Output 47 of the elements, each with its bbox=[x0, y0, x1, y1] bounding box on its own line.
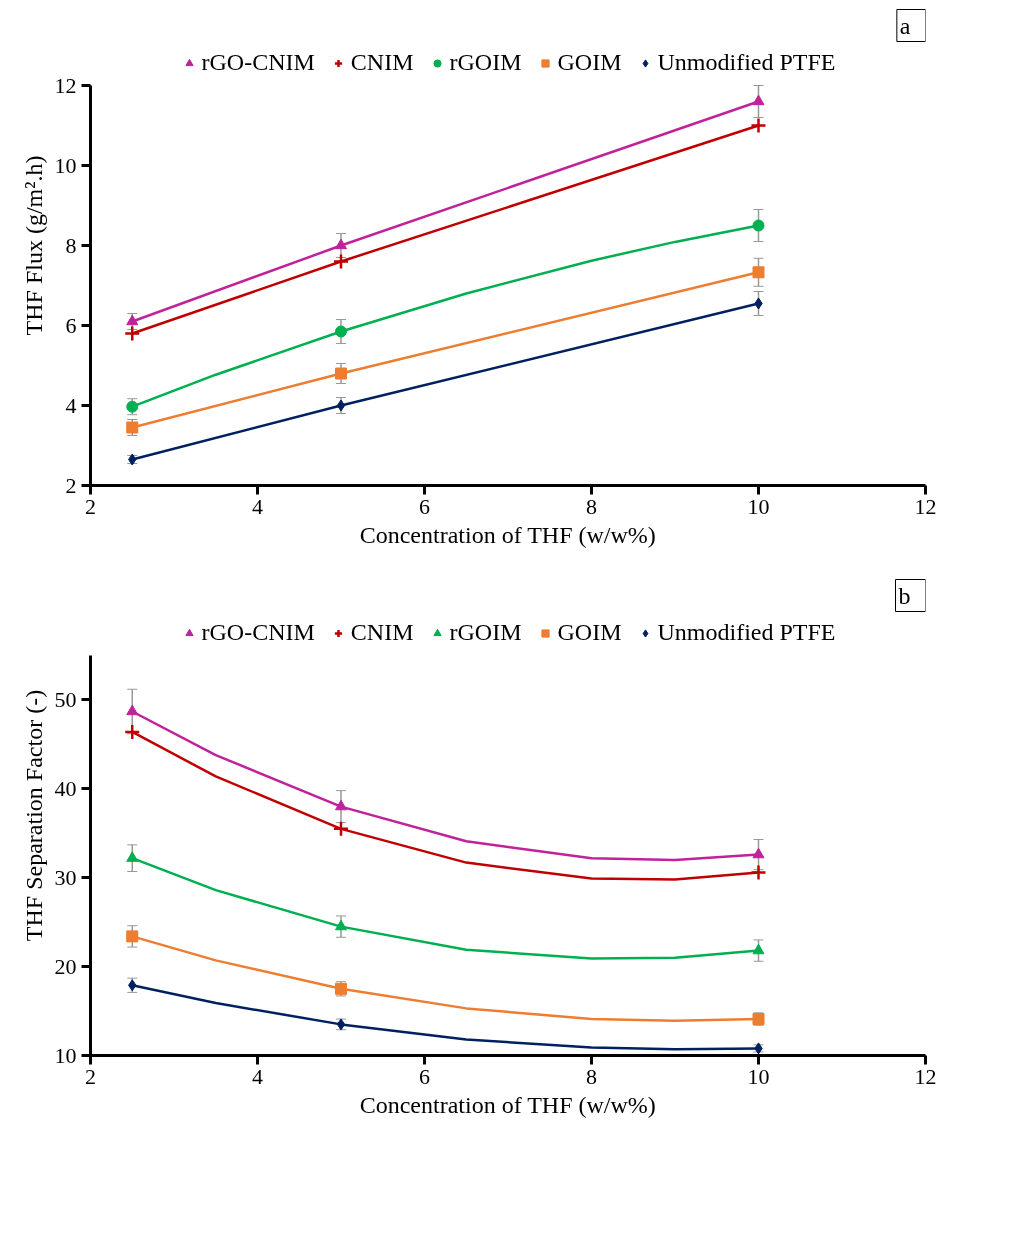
text: a bbox=[899, 12, 911, 39]
x-tick-label: 10 bbox=[747, 493, 770, 519]
x-tick-label: 2 bbox=[85, 1063, 96, 1089]
point bbox=[750, 117, 767, 134]
point bbox=[752, 266, 765, 279]
legend-label: Unmodified PTFE bbox=[657, 49, 836, 76]
legend-label: rGO-CNIM bbox=[201, 49, 315, 76]
legend-label: CNIM bbox=[350, 619, 414, 646]
y-tick-label: 2 bbox=[65, 472, 77, 498]
y-axis-title: THF Separation Factor (-) bbox=[20, 689, 47, 942]
x-tick-label: 4 bbox=[252, 1063, 263, 1089]
y-tick-label: 30 bbox=[54, 864, 77, 890]
x-axis-title: Concentration of THF (w/w%) bbox=[359, 1091, 656, 1118]
x-axis-title: Concentration of THF (w/w%) bbox=[359, 521, 656, 548]
y-tick-label: 20 bbox=[54, 953, 77, 979]
legend-label: GOIM bbox=[557, 619, 622, 646]
x-tick-label: 12 bbox=[914, 493, 937, 519]
y-tick-label: 50 bbox=[54, 686, 77, 712]
x-tick-label: 8 bbox=[586, 493, 597, 519]
y-tick-label: 6 bbox=[65, 312, 77, 338]
point bbox=[750, 864, 767, 881]
y-tick-label: 10 bbox=[54, 1042, 77, 1068]
legend-label: Unmodified PTFE bbox=[657, 619, 836, 646]
x-tick-label: 6 bbox=[419, 1063, 430, 1089]
y-axis-title: THF Flux (g/m².h) bbox=[20, 155, 47, 336]
y-tick-label: 8 bbox=[65, 232, 77, 258]
x-tick-label: 2 bbox=[85, 493, 96, 519]
y-tick-label: 40 bbox=[54, 775, 77, 801]
point bbox=[126, 930, 139, 943]
x-tick-label: 10 bbox=[747, 1063, 770, 1089]
point bbox=[124, 325, 141, 342]
point bbox=[332, 820, 350, 838]
x-tick-label: 4 bbox=[252, 493, 263, 519]
y-tick-label: 10 bbox=[54, 152, 77, 178]
legend-label: CNIM bbox=[350, 49, 414, 76]
y-tick-label: 12 bbox=[54, 72, 77, 98]
legend-label: GOIM bbox=[557, 49, 622, 76]
text: b bbox=[898, 582, 911, 609]
x-tick-label: 6 bbox=[419, 493, 430, 519]
legend-label: rGOIM bbox=[449, 49, 522, 76]
point bbox=[332, 253, 350, 270]
legend-label: rGO-CNIM bbox=[201, 619, 315, 646]
y-tick-label: 4 bbox=[65, 392, 77, 418]
point bbox=[124, 723, 141, 741]
x-tick-label: 12 bbox=[914, 1063, 937, 1089]
x-tick-label: 8 bbox=[586, 1063, 597, 1089]
legend-label: rGOIM bbox=[449, 619, 522, 646]
